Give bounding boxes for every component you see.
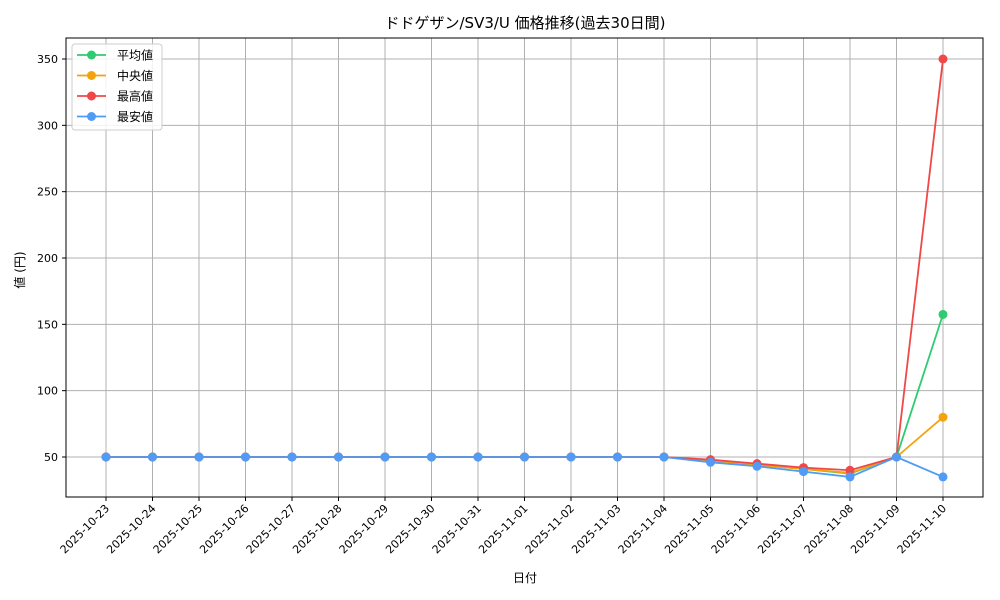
data-point	[938, 54, 948, 64]
legend-item: 最安値	[77, 109, 153, 124]
data-point	[473, 452, 483, 462]
y-tick-label: 200	[37, 252, 58, 265]
data-point	[938, 412, 948, 422]
x-tick-label: 2025-11-10	[895, 502, 949, 556]
data-point	[566, 452, 576, 462]
legend-marker-icon	[87, 112, 96, 121]
data-point	[101, 452, 111, 462]
data-point	[241, 452, 250, 462]
data-point	[752, 461, 762, 471]
y-axis-ticks: 50 100 150 200 250 300 350	[37, 53, 66, 464]
legend-item: 最高値	[77, 89, 153, 104]
data-point	[892, 452, 901, 462]
data-point	[799, 467, 808, 477]
series-line	[101, 452, 948, 482]
data-point	[845, 465, 855, 475]
data-point	[334, 452, 343, 462]
x-axis-ticks: 2025-10-232025-10-242025-10-252025-10-26…	[58, 497, 949, 556]
y-axis-label: 値 (円)	[12, 251, 27, 288]
y-tick-label: 250	[37, 186, 58, 199]
grid-lines	[66, 38, 983, 497]
legend-label: 平均値	[117, 48, 153, 63]
data-point	[148, 452, 157, 462]
data-series	[101, 54, 948, 482]
legend-item: 中央値	[77, 68, 153, 83]
data-point	[194, 452, 204, 462]
legend-label: 最安値	[117, 109, 153, 124]
y-tick-label: 100	[37, 385, 58, 398]
legend-marker-icon	[87, 71, 96, 80]
data-point	[613, 452, 622, 462]
y-tick-label: 50	[44, 451, 58, 464]
x-axis-label: 日付	[513, 571, 537, 585]
legend-label: 最高値	[117, 89, 153, 104]
data-point	[706, 457, 715, 467]
y-tick-label: 150	[37, 318, 58, 331]
legend-marker-icon	[87, 50, 96, 60]
chart-title: ドドゲザン/SV3/U 価格推移(過去30日間)	[385, 14, 666, 32]
data-point	[659, 452, 669, 462]
data-point	[845, 472, 855, 482]
data-point	[287, 452, 297, 462]
y-tick-label: 350	[37, 53, 58, 66]
data-point	[520, 452, 529, 462]
legend-marker-icon	[87, 91, 96, 101]
legend-label: 中央値	[117, 68, 153, 83]
y-tick-label: 300	[37, 119, 58, 132]
legend-item: 平均値	[77, 48, 153, 63]
data-point	[427, 452, 436, 462]
data-point	[380, 452, 390, 462]
data-point	[938, 309, 948, 319]
data-point	[938, 472, 948, 482]
